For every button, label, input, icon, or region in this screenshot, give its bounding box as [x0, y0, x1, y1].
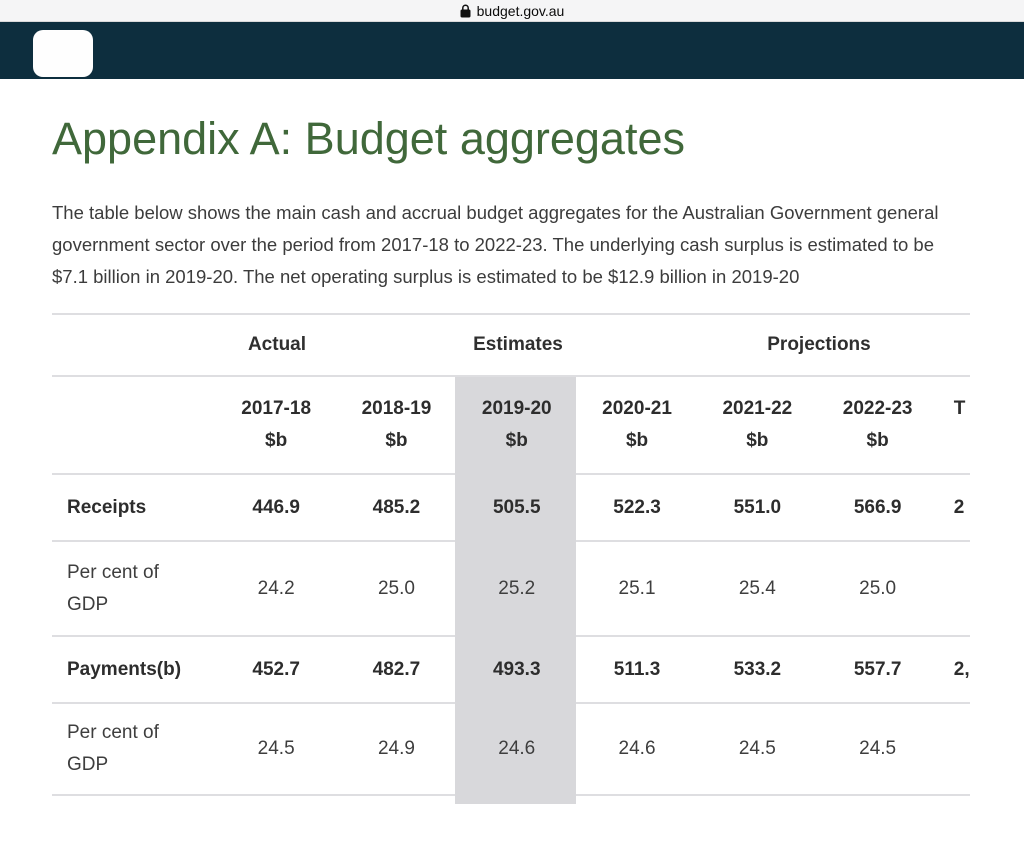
column-header-empty — [52, 377, 216, 473]
receipts-2019-20: 505.5 — [492, 496, 541, 518]
column-header-2022-23: 2022-23 $b — [842, 398, 913, 451]
payments-2017-18: 452.7 — [252, 658, 300, 680]
payments-pct-2017-18: 24.5 — [257, 738, 295, 759]
table-row-payments: Payments(b) 452.7 482.7 493.3 511.3 533.… — [52, 637, 970, 704]
column-header-2018-19: 2018-19 $b — [361, 398, 432, 451]
table-row-receipts-percent-gdp: Per cent of GDP 24.2 25.0 25.2 25.1 25.4… — [52, 542, 970, 637]
receipts-pct-2017-18: 24.2 — [257, 577, 295, 599]
payments-2019-20: 493.3 — [492, 658, 541, 680]
receipts-2018-19: 485.2 — [372, 496, 421, 518]
payments-2022-23: 557.7 — [853, 658, 902, 680]
page-title: Appendix A: Budget aggregates — [52, 113, 685, 164]
logo-tab[interactable] — [33, 30, 93, 77]
payments-pct-2022-23: 24.5 — [859, 738, 897, 759]
payments-pct-2018-19: 24.9 — [377, 738, 415, 759]
column-header-2020-21: 2020-21 $b — [602, 398, 672, 451]
lock-icon — [460, 4, 471, 17]
column-header-total-clipped: T — [953, 398, 966, 419]
row-label-payments: Payments(b) — [67, 658, 182, 680]
receipts-pct-2019-20: 25.2 — [498, 577, 536, 599]
highlight-column-2019-20 — [455, 377, 576, 804]
payments-pct-2021-22: 24.5 — [738, 738, 776, 759]
page-content: Appendix A: Budget aggregates The table … — [52, 113, 1024, 804]
row-label-receipts: Receipts — [67, 496, 147, 518]
budget-aggregates-table: Actual Estimates Projections 2017-18 $b … — [52, 313, 970, 804]
site-header — [0, 22, 1024, 79]
row-label-percent-gdp: Per cent of GDP — [67, 722, 159, 775]
group-header-estimates: Estimates — [473, 334, 563, 355]
address-bar[interactable]: budget.gov.au — [0, 0, 1024, 22]
receipts-pct-2020-21: 25.1 — [618, 577, 656, 599]
payments-2021-22: 533.2 — [733, 658, 782, 680]
receipts-pct-2022-23: 25.0 — [859, 577, 897, 599]
column-header-2019-20: 2019-20 $b — [481, 398, 552, 451]
column-header-2017-18: 2017-18 $b — [241, 398, 312, 451]
payments-2020-21: 511.3 — [613, 658, 661, 680]
table-group-header-row: Actual Estimates Projections — [52, 315, 970, 377]
group-header-projections: Projections — [767, 334, 871, 355]
row-label-percent-gdp: Per cent of GDP — [67, 561, 159, 615]
payments-2018-19: 482.7 — [372, 658, 421, 680]
receipts-2020-21: 522.3 — [613, 496, 661, 518]
intro-paragraph: The table below shows the main cash and … — [52, 202, 939, 287]
payments-pct-2020-21: 24.6 — [618, 738, 656, 759]
table-column-header-row: 2017-18 $b 2018-19 $b 2019-20 $b 2020-21… — [52, 377, 970, 475]
receipts-pct-2021-22: 25.4 — [738, 577, 776, 599]
payments-total-clipped: 2, — [953, 658, 970, 680]
receipts-2022-23: 566.9 — [853, 496, 902, 518]
receipts-2021-22: 551.0 — [733, 496, 782, 518]
receipts-2017-18: 446.9 — [252, 496, 300, 518]
url-text: budget.gov.au — [476, 2, 565, 19]
group-header-actual: Actual — [247, 334, 307, 355]
receipts-pct-2018-19: 25.0 — [377, 577, 415, 599]
column-header-2021-22: 2021-22 $b — [722, 398, 793, 451]
table-row-receipts: Receipts 446.9 485.2 505.5 522.3 551.0 5… — [52, 475, 970, 542]
payments-pct-2019-20: 24.6 — [498, 738, 536, 759]
receipts-pct-total — [938, 542, 970, 635]
table-row-payments-percent-gdp: Per cent of GDP 24.5 24.9 24.6 24.6 24.5… — [52, 704, 970, 796]
payments-pct-total — [938, 704, 970, 794]
receipts-total-clipped: 2 — [953, 496, 965, 518]
